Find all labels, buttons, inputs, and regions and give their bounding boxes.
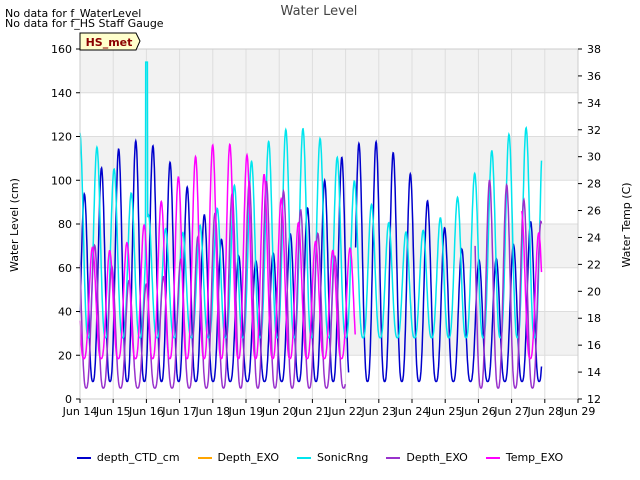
x-tick-label-17: Jun 17	[161, 405, 197, 418]
y2-tick-label-34: 34	[587, 97, 601, 110]
legend-label: Depth_EXO	[217, 451, 279, 464]
hs-met-label: HS_met	[86, 36, 133, 49]
y2-tick-label-30: 30	[587, 151, 601, 164]
y-tick-label-20: 20	[58, 349, 72, 362]
legend-label: depth_CTD_cm	[96, 451, 180, 464]
x-tick-label-23: Jun 23	[360, 405, 396, 418]
no-data-note-staff-gauge: No data for f_HS Staff Gauge	[5, 17, 164, 30]
x-tick-label-24: Jun 24	[394, 405, 430, 418]
y-tick-label-120: 120	[51, 131, 72, 144]
x-tick-label-14: Jun 14	[62, 405, 98, 418]
x-tick-label-18: Jun 18	[194, 405, 230, 418]
legend-item-3: Depth_EXO	[386, 451, 468, 464]
legend-swatch	[485, 456, 500, 459]
x-tick-label-28: Jun 28	[526, 405, 562, 418]
legend-swatch	[386, 456, 401, 459]
x-tick-label-22: Jun 22	[327, 405, 363, 418]
x-tick-label-16: Jun 16	[128, 405, 164, 418]
x-tick-label-21: Jun 21	[294, 405, 330, 418]
y2-tick-label-24: 24	[587, 231, 601, 244]
y2-tick-label-18: 18	[587, 312, 601, 325]
y2-tick-label-22: 22	[587, 258, 601, 271]
x-tick-label-26: Jun 26	[460, 405, 496, 418]
y-tick-label-160: 160	[51, 43, 72, 56]
legend-swatch	[297, 456, 311, 459]
x-tick-label-20: Jun 20	[261, 405, 297, 418]
y2-axis-label: Water Temp (C)	[620, 182, 633, 267]
legend-item-1: Depth_EXO	[197, 451, 279, 464]
y2-tick-label-28: 28	[587, 178, 601, 191]
series-line-temp-exo-4	[79, 142, 543, 360]
y-tick-label-60: 60	[58, 262, 72, 275]
legend: depth_CTD_cm Depth_EXO SonicRng Depth_EXO Te…	[0, 451, 640, 464]
legend-item-2: SonicRng	[297, 451, 368, 464]
y-tick-label-100: 100	[51, 174, 72, 187]
y2-tick-label-16: 16	[587, 339, 601, 352]
series-layer	[79, 61, 543, 389]
hs-met-badge: HS_met	[79, 32, 141, 51]
series-line-depth-exo-3	[79, 179, 543, 389]
chart-title: Water Level	[281, 4, 358, 19]
x-tick-label-15: Jun 15	[95, 405, 131, 418]
legend-label: Depth_EXO	[406, 451, 468, 464]
legend-item-4: Temp_EXO	[485, 451, 564, 464]
x-tick-label-29: Jun 29	[560, 405, 596, 418]
y2-tick-label-36: 36	[587, 70, 601, 83]
x-tick-label-27: Jun 27	[493, 405, 529, 418]
x-tick-label-19: Jun 19	[228, 405, 264, 418]
y-tick-label-140: 140	[51, 87, 72, 100]
band-140-160	[80, 49, 578, 93]
x-tick-label-25: Jun 25	[427, 405, 463, 418]
y2-tick-label-12: 12	[587, 393, 601, 406]
y2-tick-label-20: 20	[587, 285, 601, 298]
legend-swatch	[197, 456, 212, 459]
y-axis-left: 0 20 40 60 80 100 120 140 160	[51, 43, 80, 406]
y-tick-label-0: 0	[65, 393, 72, 406]
no-data-note-waterlevel: No data for f_WaterLevel	[5, 7, 142, 20]
y2-tick-label-26: 26	[587, 205, 601, 218]
y-axis-right: 12 14 16 18 20 22 24 26 28 30 32 34 36 38	[578, 43, 601, 406]
y2-tick-label-38: 38	[587, 43, 601, 56]
legend-label: SonicRng	[317, 451, 369, 464]
y-axis-label: Water Level (cm)	[8, 178, 21, 272]
y-tick-label-40: 40	[58, 306, 72, 319]
legend-label: Temp_EXO	[505, 451, 564, 464]
band-100-120	[80, 136, 578, 181]
legend-swatch	[76, 456, 91, 459]
legend-item-0: depth_CTD_cm	[76, 451, 180, 464]
y-tick-label-80: 80	[58, 218, 72, 231]
y2-tick-label-14: 14	[587, 366, 601, 379]
y2-tick-label-32: 32	[587, 124, 601, 137]
